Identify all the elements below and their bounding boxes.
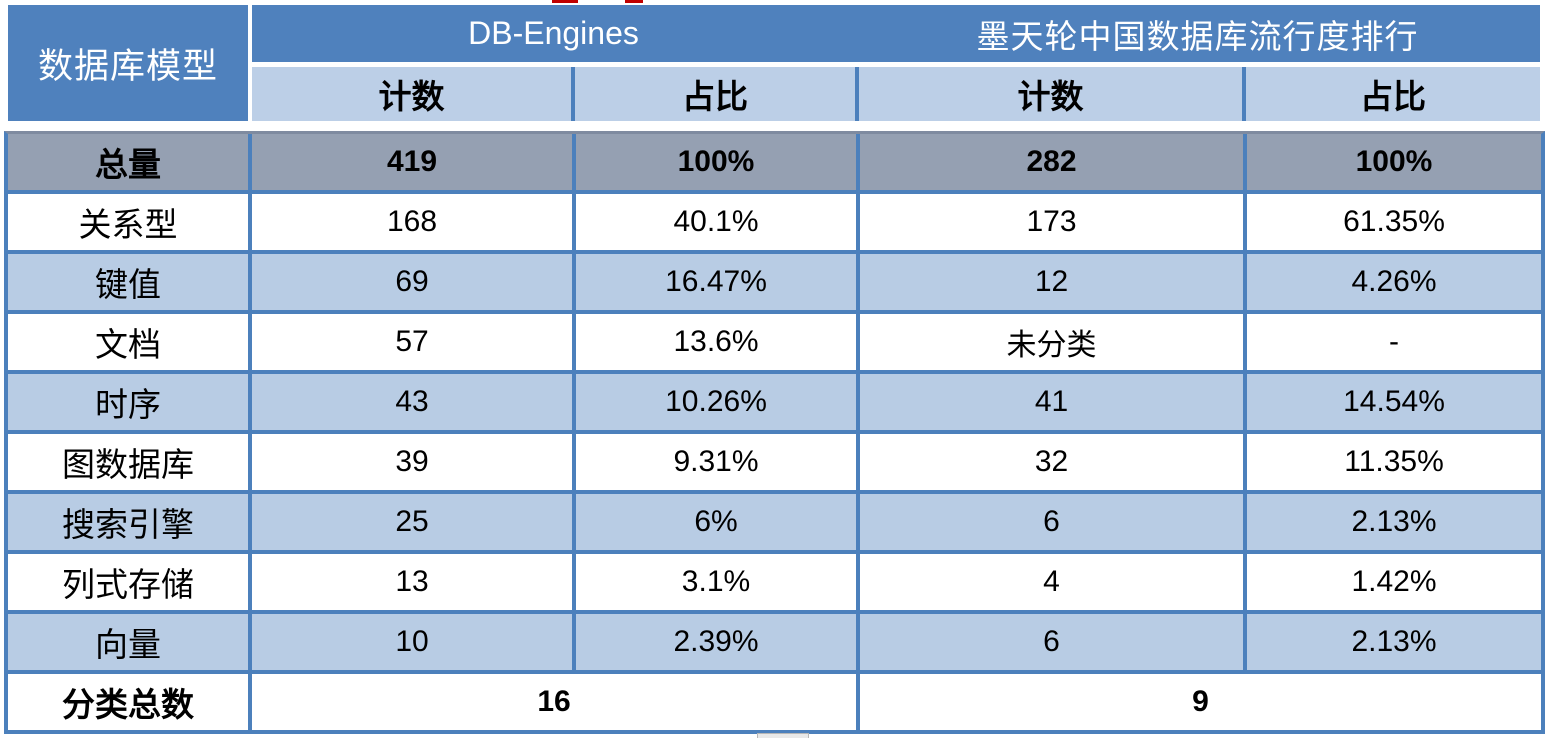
cell-dbengines-share: 6% <box>576 494 856 550</box>
cell-dbengines-share: 10.26% <box>576 374 856 430</box>
cell-dbengines-count: 57 <box>252 314 572 370</box>
cell-motianlun-count: 41 <box>860 374 1243 430</box>
cell-motianlun-share: 11.35% <box>1247 434 1541 490</box>
cell-dbengines-count: 168 <box>252 194 572 250</box>
red-text-artifact <box>625 0 643 3</box>
cell-dbengines-count: 39 <box>252 434 572 490</box>
cell-motianlun-count: 12 <box>860 254 1243 310</box>
scrollbar-fragment[interactable] <box>757 733 809 738</box>
cell-motianlun-count: 未分类 <box>860 314 1243 370</box>
cell-motianlun-count: 173 <box>860 194 1243 250</box>
cell-dbengines-category-total: 16 <box>252 674 856 730</box>
row-label: 搜索引擎 <box>8 494 248 550</box>
cell-motianlun-share: 61.35% <box>1247 194 1541 250</box>
subheader-dbengines-share: 占比 <box>575 67 855 121</box>
cell-dbengines-share: 2.39% <box>576 614 856 670</box>
cell-motianlun-share: 4.26% <box>1247 254 1541 310</box>
corner-header-database-model: 数据库模型 <box>8 5 248 121</box>
cell-dbengines-count: 13 <box>252 554 572 610</box>
group-header-motianlun: 墨天轮中国数据库流行度排行 <box>976 19 1419 56</box>
cell-motianlun-share: 2.13% <box>1247 614 1541 670</box>
cell-motianlun-count: 4 <box>860 554 1243 610</box>
cell-motianlun-share: - <box>1247 314 1541 370</box>
row-label: 向量 <box>8 614 248 670</box>
subheader-dbengines-count: 计数 <box>252 67 571 121</box>
row-label: 图数据库 <box>8 434 248 490</box>
row-label: 列式存储 <box>8 554 248 610</box>
red-text-artifact <box>552 0 578 3</box>
cell-dbengines-count: 25 <box>252 494 572 550</box>
row-label: 时序 <box>8 374 248 430</box>
cell-motianlun-count: 282 <box>860 134 1243 190</box>
cell-motianlun-count: 6 <box>860 494 1243 550</box>
cell-dbengines-share: 100% <box>576 134 856 190</box>
group-header-band: DB-Engines 墨天轮中国数据库流行度排行 <box>252 5 1540 62</box>
cell-dbengines-count: 69 <box>252 254 572 310</box>
comparison-table-body: 总量 419 100% 282 100% 关系型 168 40.1% 173 6… <box>4 131 1545 734</box>
row-label: 文档 <box>8 314 248 370</box>
cell-dbengines-count: 10 <box>252 614 572 670</box>
row-label: 键值 <box>8 254 248 310</box>
subheader-row: 计数 占比 计数 占比 <box>252 67 1540 121</box>
cell-dbengines-share: 13.6% <box>576 314 856 370</box>
subheader-motianlun-count: 计数 <box>859 67 1242 121</box>
cell-motianlun-share: 100% <box>1247 134 1541 190</box>
cell-motianlun-share: 1.42% <box>1247 554 1541 610</box>
cell-motianlun-category-total: 9 <box>860 674 1541 730</box>
cell-dbengines-share: 9.31% <box>576 434 856 490</box>
cell-motianlun-count: 32 <box>860 434 1243 490</box>
cell-motianlun-share: 14.54% <box>1247 374 1541 430</box>
cell-motianlun-share: 2.13% <box>1247 494 1541 550</box>
cell-dbengines-share: 40.1% <box>576 194 856 250</box>
cell-dbengines-share: 3.1% <box>576 554 856 610</box>
cell-motianlun-count: 6 <box>860 614 1243 670</box>
cell-dbengines-count: 43 <box>252 374 572 430</box>
subheader-motianlun-share: 占比 <box>1246 67 1540 121</box>
group-header-db-engines: DB-Engines <box>468 15 639 51</box>
cell-dbengines-count: 419 <box>252 134 572 190</box>
row-label: 关系型 <box>8 194 248 250</box>
row-label: 总量 <box>8 134 248 190</box>
cell-dbengines-share: 16.47% <box>576 254 856 310</box>
row-label: 分类总数 <box>8 674 248 730</box>
